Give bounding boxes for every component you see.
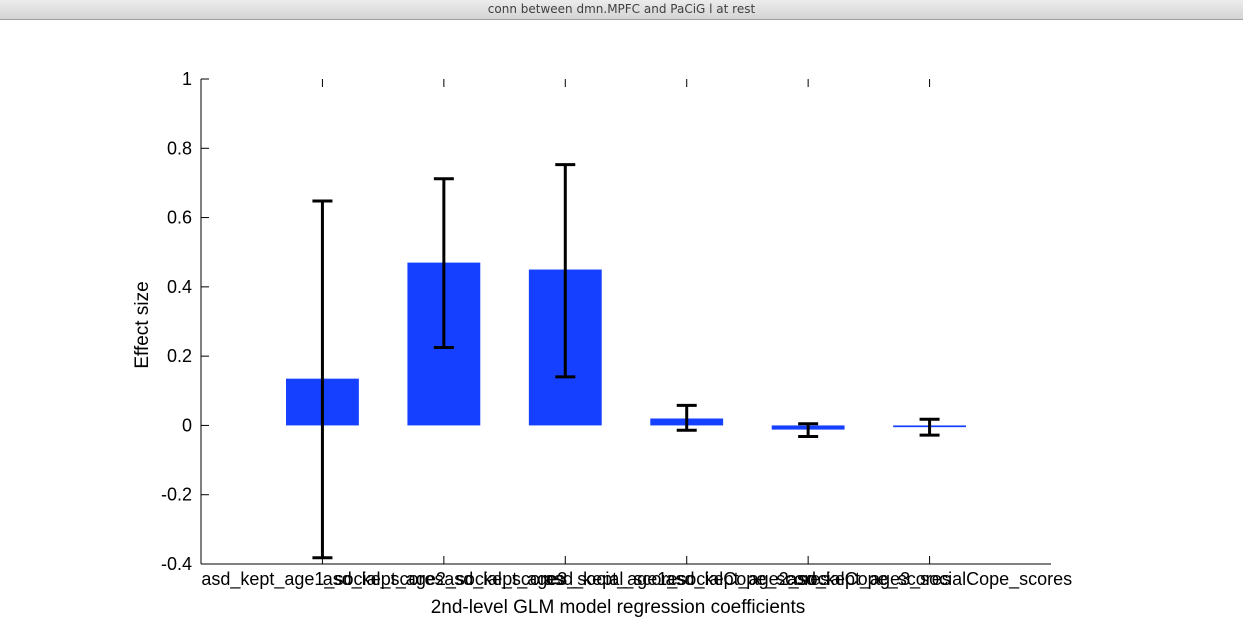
labels-layer: asd_kept_age1_social_scoresasd_kept_age2…	[161, 69, 1072, 590]
error-bar	[798, 422, 819, 439]
error-bar	[555, 163, 576, 379]
y-tick-label: -0.2	[161, 485, 192, 505]
x-tick-label: asd_kept_age1_socialCope_scores	[544, 569, 829, 590]
error-bars-layer	[312, 163, 940, 560]
y-axis-title: Effect size	[132, 281, 153, 368]
window-title: conn between dmn.MPFC and PaCiG l at res…	[487, 2, 756, 16]
y-tick-label: -0.4	[161, 554, 192, 574]
bars-layer	[286, 262, 966, 430]
x-tick-label: asd_kept_age1_social_scores	[201, 569, 443, 590]
x-tick-label: asd_kept_age3_social_scores	[444, 569, 686, 590]
error-bar	[919, 417, 940, 437]
effect-size-bar-chart: asd_kept_age1_social_scoresasd_kept_age2…	[132, 69, 1072, 618]
y-tick-label: 1	[182, 69, 192, 89]
y-tick-label: 0.6	[167, 208, 192, 228]
axes-layer	[200, 78, 1051, 565]
window-title-bar: conn between dmn.MPFC and PaCiG l at res…	[0, 0, 1243, 20]
y-tick-label: 0.2	[167, 346, 192, 366]
y-tick-label: 0.8	[167, 138, 192, 158]
y-tick-label: 0.4	[167, 277, 192, 297]
error-bar	[433, 177, 454, 349]
x-tick-label: asd_kept_age2_socialCope_scores	[666, 569, 951, 590]
x-tick-label: asd_kept_age2_social_scores	[323, 569, 565, 590]
error-bar	[676, 403, 697, 432]
y-tick-label: 0	[182, 415, 192, 435]
x-axis-title: 2nd-level GLM model regression coefficie…	[431, 597, 806, 618]
x-tick-label: asd_kept_age3_socialCope_scores	[787, 569, 1072, 590]
